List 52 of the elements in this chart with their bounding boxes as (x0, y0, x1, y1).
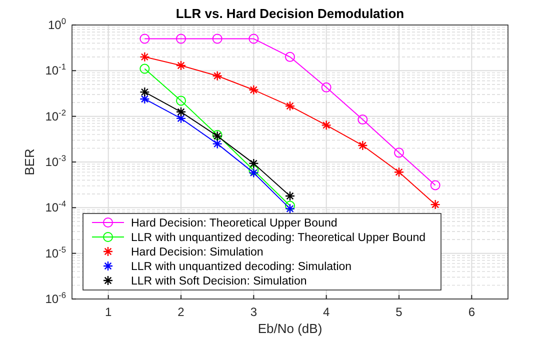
y-axis-title: BER (22, 148, 37, 176)
point (321, 120, 332, 130)
point (248, 165, 259, 176)
y-tick-label: 10$^{-1}$ (45, 62, 66, 78)
point (212, 70, 222, 81)
point (212, 138, 222, 149)
point (321, 82, 332, 92)
y-tick-label: 10$^{-2}$ (45, 107, 66, 124)
legend-label: LLR with unquantized decoding: Simulation (131, 261, 352, 273)
point (248, 168, 259, 178)
x-tick-label: 2 (178, 305, 185, 319)
y-tick-label: 10$^{-3}$ (45, 153, 66, 169)
legend-label: LLR with unquantized decoding: Theoretical Upper Bound (131, 232, 426, 244)
point (248, 34, 259, 44)
point (176, 113, 186, 124)
y-tick-label: 10$^{-5}$ (45, 244, 66, 260)
point (140, 34, 150, 44)
point (176, 60, 186, 71)
point (285, 200, 295, 211)
point (394, 167, 404, 178)
x-tick-label: 6 (468, 305, 476, 319)
point (140, 94, 150, 104)
point (140, 86, 150, 98)
legend-label: LLR with Soft Decision: Simulation (131, 276, 307, 288)
chart-title: LLR vs. Hard Decision Demodulation (176, 6, 404, 21)
legend-label: Hard Decision: Theoretical Upper Bound (131, 218, 338, 230)
point (430, 180, 440, 190)
point (140, 64, 150, 74)
point (284, 204, 296, 214)
legend-label: Hard Decision: Simulation (131, 246, 264, 258)
point (394, 148, 404, 158)
x-tick-label: 5 (396, 305, 403, 319)
point (358, 140, 368, 151)
point (430, 199, 440, 210)
point (176, 96, 186, 106)
x-tick-label: 1 (104, 305, 112, 319)
point (176, 34, 186, 44)
point (358, 114, 368, 125)
y-tick-label: 10$^{-6}$ (45, 290, 66, 306)
point (285, 52, 295, 62)
point (284, 100, 296, 112)
x-axis-title: Eb/No (dB) (258, 321, 322, 336)
point (212, 34, 222, 44)
x-tick-label: 3 (250, 305, 258, 319)
y-tick-label: 10$^{-4}$ (45, 198, 66, 215)
point (248, 158, 259, 169)
point (284, 190, 296, 202)
point (176, 106, 186, 118)
point (140, 52, 150, 62)
point (248, 84, 259, 95)
y-tick-label: 10$^{0}$ (48, 16, 66, 32)
x-tick-label: 4 (322, 305, 330, 319)
